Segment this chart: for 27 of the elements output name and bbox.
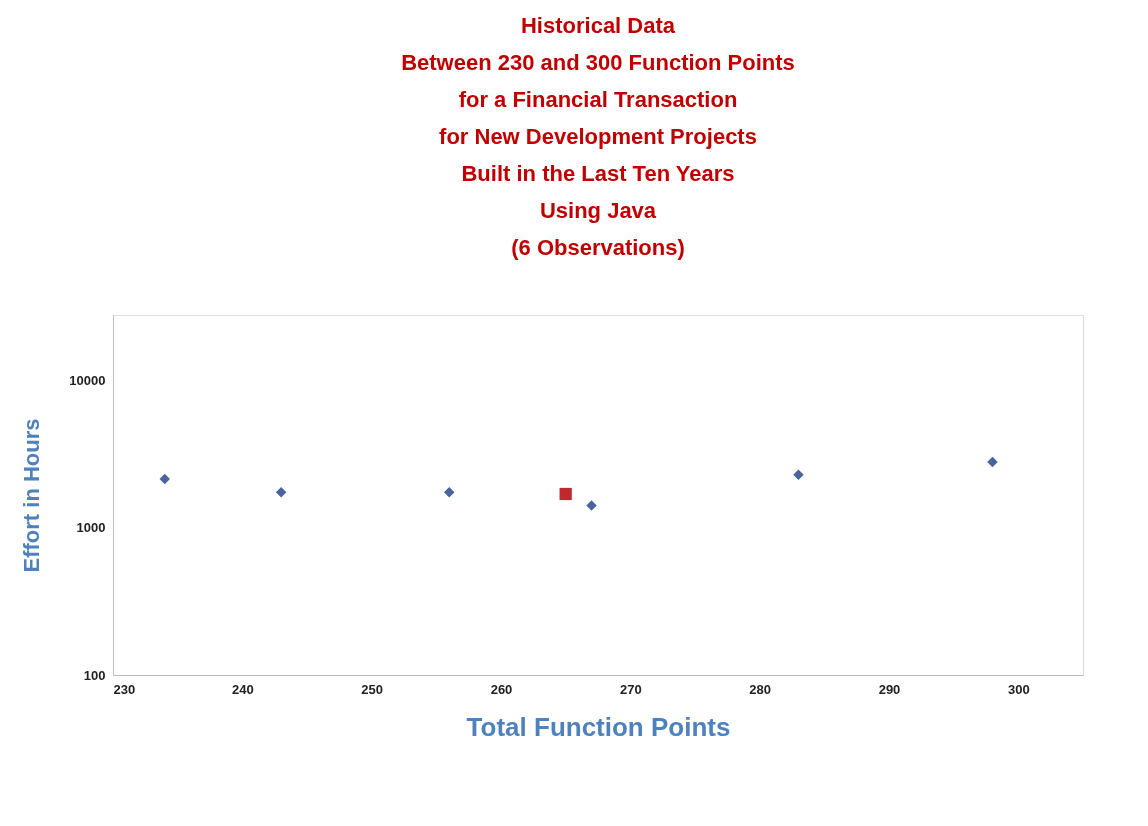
text: Historical Data <box>520 13 676 38</box>
y-tick-label: 1000 <box>76 520 106 536</box>
text: Between 230 and 300 Function Points <box>401 50 795 75</box>
text: for a Financial Transaction <box>458 87 738 112</box>
x-tick-label: 280 <box>749 681 772 697</box>
x-tick-label: 270 <box>619 681 642 697</box>
x-tick-label: 230 <box>113 681 136 697</box>
point <box>793 469 804 480</box>
point <box>444 486 455 498</box>
y-tick-label: 100 <box>83 667 106 683</box>
point <box>559 487 572 501</box>
point <box>159 473 170 485</box>
text: for New Development Projects <box>439 124 757 149</box>
x-tick-label: 260 <box>490 681 513 697</box>
x-axis-title: Total Function Points <box>466 711 731 742</box>
x-tick-label: 300 <box>1007 681 1030 697</box>
y-axis-title: Effort in Hours <box>19 418 45 573</box>
point <box>275 486 287 498</box>
x-tick-label: 290 <box>878 681 901 697</box>
text: (6 Observations) <box>511 235 685 260</box>
text: Using Java <box>539 198 657 223</box>
text: Built in the Last Ten Years <box>461 161 735 186</box>
y-tick-label: 10000 <box>69 373 106 389</box>
x-tick-label: 240 <box>231 681 254 697</box>
point <box>586 500 597 511</box>
x-tick-label: 250 <box>361 681 384 697</box>
point <box>987 456 998 468</box>
